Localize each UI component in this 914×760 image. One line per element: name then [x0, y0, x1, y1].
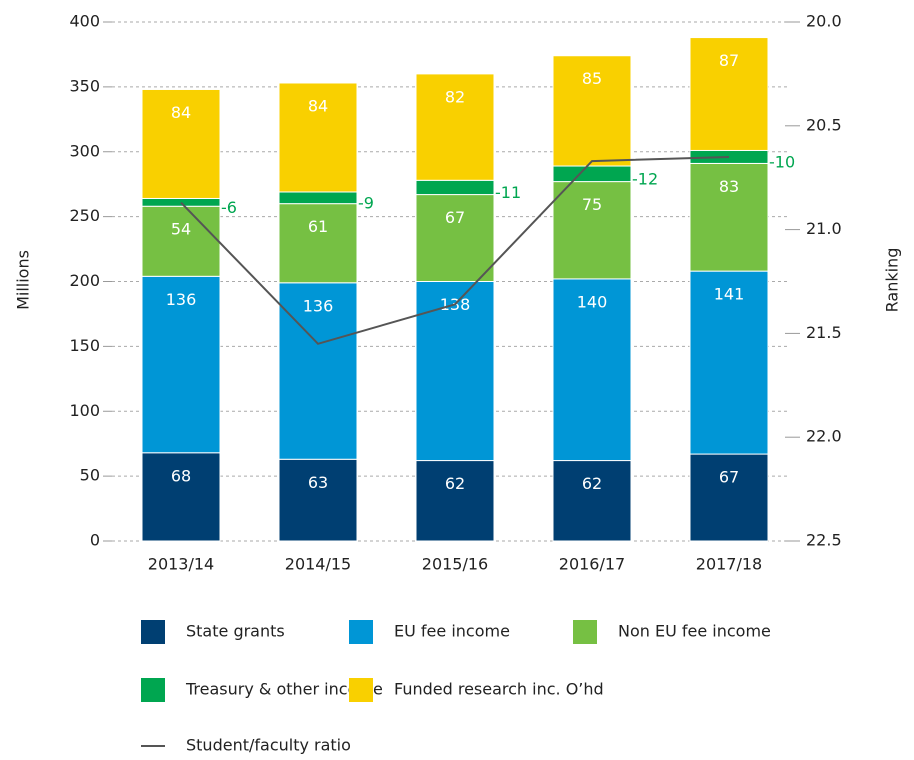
data-label: 136	[303, 296, 334, 315]
data-label: -10	[769, 152, 795, 171]
legend-swatch	[141, 678, 165, 702]
legend-label: Non EU fee income	[618, 622, 771, 641]
data-label: 75	[582, 195, 602, 214]
data-label: 63	[308, 473, 328, 492]
bar-segment	[689, 37, 769, 151]
y-tick-label: 300	[69, 141, 100, 160]
data-label: -9	[358, 193, 374, 212]
bar-segment	[689, 162, 769, 272]
y-tick-label: 250	[69, 206, 100, 225]
data-label: 141	[714, 285, 745, 304]
y-tick-label: 150	[69, 336, 100, 355]
line-series	[180, 155, 730, 345]
y2-axis-title: Ranking	[883, 248, 902, 313]
data-label: 82	[445, 87, 465, 106]
x-tick-label: 2014/15	[285, 555, 351, 574]
bar-segment	[141, 197, 221, 207]
data-label: 136	[166, 290, 197, 309]
legend-swatch	[349, 678, 373, 702]
y-tick-label: 350	[69, 76, 100, 95]
data-label: 83	[719, 177, 739, 196]
data-label: 84	[308, 96, 328, 115]
legend-label: Treasury & other income	[185, 680, 383, 699]
legend-label: Student/faculty ratio	[186, 736, 351, 755]
legend-label: Funded research inc. O’hd	[394, 680, 604, 699]
y-tick-label: 100	[69, 401, 100, 420]
data-label: 67	[719, 468, 739, 487]
bar-segment	[278, 191, 358, 205]
data-label: 67	[445, 208, 465, 227]
data-label: 85	[582, 69, 602, 88]
y2-tick-label: 21.0	[806, 219, 842, 238]
y2-tick-label: 22.0	[806, 427, 842, 446]
bar-segment	[141, 275, 221, 454]
bar-segment	[141, 88, 221, 199]
bar-segment	[415, 194, 495, 283]
bar-segment	[141, 452, 221, 542]
bar-segment	[278, 458, 358, 542]
bar-segment	[278, 82, 358, 193]
y-tick-label: 0	[90, 531, 100, 550]
bar-segment	[552, 460, 632, 542]
y2-tick-label: 22.5	[806, 531, 842, 550]
data-label: 84	[171, 103, 191, 122]
y-tick-label: 50	[80, 466, 100, 485]
legend-label: EU fee income	[394, 622, 510, 641]
x-tick-label: 2016/17	[559, 555, 625, 574]
bar-segment	[415, 179, 495, 196]
bar-segment	[415, 73, 495, 181]
y-axis-title: Millions	[14, 250, 33, 310]
x-tick-label: 2017/18	[696, 555, 762, 574]
data-label: 62	[445, 474, 465, 493]
data-label: 61	[308, 217, 328, 236]
legend-swatch	[141, 620, 165, 644]
data-label: 87	[719, 51, 739, 70]
data-label: 140	[577, 292, 608, 311]
bar-segment	[552, 278, 632, 462]
bar-segment	[552, 165, 632, 183]
legend-swatch	[349, 620, 373, 644]
data-label: -11	[495, 183, 521, 202]
y2-tick-label: 20.5	[806, 115, 842, 134]
legend-label: State grants	[186, 622, 285, 641]
y-tick-label: 200	[69, 271, 100, 290]
y-tick-label: 400	[69, 12, 100, 31]
bar-segment	[278, 203, 358, 284]
bar-segment	[689, 453, 769, 542]
x-tick-label: 2013/14	[148, 555, 214, 574]
bar-segment	[141, 205, 221, 277]
data-label: 68	[171, 466, 191, 485]
y2-tick-label: 20.0	[806, 12, 842, 31]
data-label: 54	[171, 220, 191, 239]
bar-segment	[415, 460, 495, 542]
bar-segment	[689, 270, 769, 455]
y2-tick-label: 21.5	[806, 323, 842, 342]
bar-segment	[552, 181, 632, 280]
data-label: -12	[632, 169, 658, 188]
bar-segment	[552, 55, 632, 167]
x-tick-label: 2015/16	[422, 555, 488, 574]
legend-swatch	[573, 620, 597, 644]
data-label: -6	[221, 198, 237, 217]
data-label: 62	[582, 474, 602, 493]
